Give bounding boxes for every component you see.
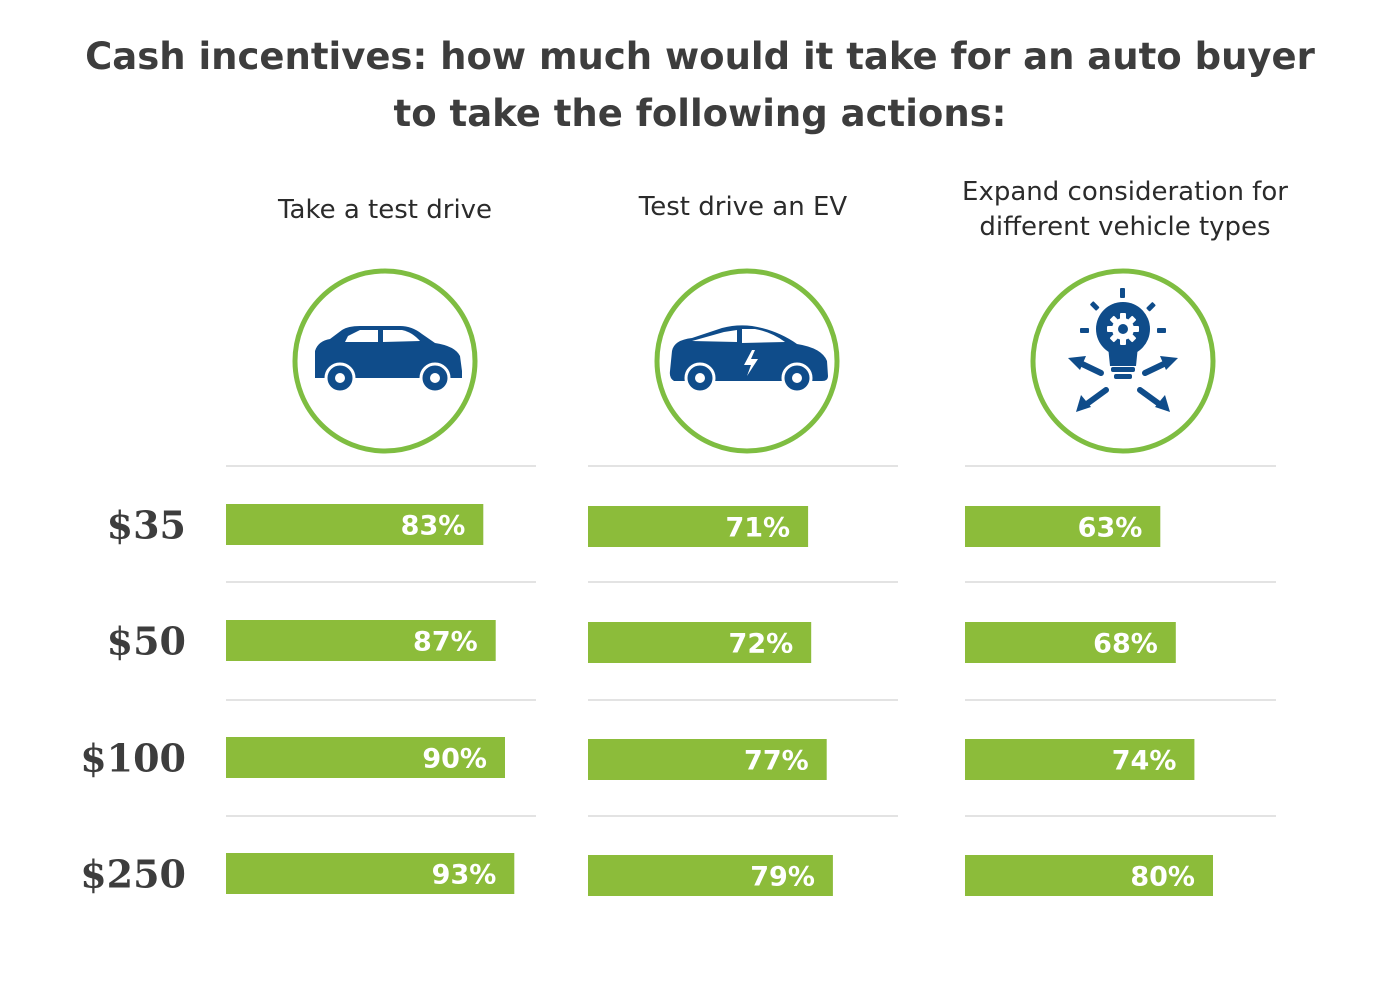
column-title-expand-consideration: Expand consideration for different vehic… [962, 177, 1288, 242]
bar-series2-row1 [588, 506, 809, 547]
bar-series3-row1 [965, 506, 1161, 547]
bar-series1-row1 [226, 504, 484, 545]
column-title-test-drive: Take a test drive [277, 195, 493, 225]
bar-value-label: 80% [1130, 862, 1195, 893]
row-label-50: $50 [107, 619, 186, 664]
bar-series3-row3 [965, 739, 1195, 780]
bar-value-label: 72% [729, 629, 794, 660]
bar-series2-row2 [588, 622, 812, 663]
bar-series2-row3 [588, 739, 827, 780]
bar-series3-row4 [965, 855, 1213, 896]
row-label-250: $250 [80, 852, 186, 897]
chart-title-line-2: to take the following actions: [393, 92, 1007, 135]
bar-series1-row2 [226, 620, 496, 661]
bar-value-label: 77% [744, 746, 809, 777]
bar-value-label: 87% [413, 627, 478, 658]
bar-value-label: 90% [422, 744, 487, 775]
column-title-ev-test-drive: Test drive an EV [638, 192, 848, 222]
bar-series1-row4 [226, 853, 515, 894]
row-label-35: $35 [107, 503, 186, 548]
chart-title-line-1: Cash incentives: how much would it take … [85, 35, 1315, 78]
row-label-100: $100 [80, 736, 186, 781]
bar-value-label: 79% [750, 862, 815, 893]
bar-value-label: 83% [401, 511, 466, 542]
bar-value-label: 68% [1093, 629, 1158, 660]
bar-series1-row3 [226, 737, 505, 778]
electric-car-icon [654, 268, 840, 454]
bar-value-label: 71% [725, 513, 790, 544]
car-icon [292, 268, 478, 454]
bar-series3-row2 [965, 622, 1176, 663]
bar-value-label: 63% [1078, 513, 1143, 544]
bar-value-label: 93% [432, 860, 497, 891]
chart-title: Cash incentives: how much would it take … [0, 28, 1400, 142]
bar-series2-row4 [588, 855, 833, 896]
lightbulb-gear-arrows-icon [1030, 268, 1216, 454]
bar-value-label: 74% [1112, 746, 1177, 777]
